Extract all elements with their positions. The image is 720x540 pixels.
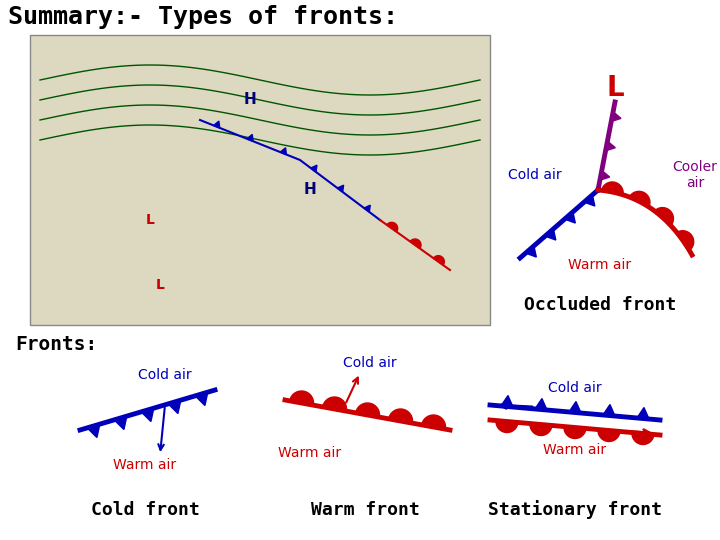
Polygon shape [600, 171, 610, 180]
Text: Cold air: Cold air [508, 168, 562, 182]
Polygon shape [654, 207, 673, 226]
Text: Warm air: Warm air [568, 258, 631, 272]
Text: Cold front: Cold front [91, 501, 199, 519]
Text: Warm air: Warm air [279, 446, 341, 460]
Text: H: H [243, 92, 256, 107]
Text: Cold air: Cold air [548, 381, 602, 395]
Polygon shape [114, 416, 127, 429]
Polygon shape [280, 148, 287, 154]
Polygon shape [564, 212, 575, 223]
Text: Warm air: Warm air [544, 443, 606, 457]
Polygon shape [289, 391, 313, 405]
Polygon shape [87, 424, 100, 437]
Text: Stationary front: Stationary front [488, 501, 662, 519]
Text: Cold air: Cold air [138, 368, 192, 382]
Polygon shape [564, 427, 586, 438]
Polygon shape [323, 397, 346, 411]
Text: L: L [606, 74, 624, 102]
Polygon shape [526, 246, 536, 257]
Polygon shape [569, 402, 581, 413]
Polygon shape [603, 404, 615, 416]
Bar [30, 35, 490, 325]
Polygon shape [311, 165, 317, 172]
Polygon shape [433, 255, 444, 265]
Polygon shape [637, 408, 649, 419]
Polygon shape [545, 229, 556, 240]
Text: L: L [156, 278, 164, 292]
Polygon shape [387, 222, 397, 232]
Polygon shape [141, 408, 154, 422]
Polygon shape [410, 239, 421, 248]
Polygon shape [598, 429, 620, 442]
Text: H: H [304, 183, 316, 198]
Polygon shape [584, 195, 595, 206]
Text: Cooler
air: Cooler air [672, 160, 717, 190]
Polygon shape [356, 403, 379, 417]
Polygon shape [501, 395, 513, 407]
Text: Warm front: Warm front [310, 501, 419, 519]
Polygon shape [496, 421, 518, 433]
Text: Summary:- Types of fronts:: Summary:- Types of fronts: [8, 5, 398, 29]
Polygon shape [629, 191, 650, 207]
Polygon shape [676, 231, 693, 251]
Polygon shape [535, 399, 547, 410]
Polygon shape [338, 185, 343, 192]
Polygon shape [195, 392, 208, 406]
Polygon shape [214, 121, 220, 128]
Polygon shape [247, 134, 253, 141]
Text: Cold air: Cold air [343, 356, 397, 370]
Polygon shape [364, 205, 370, 212]
Polygon shape [168, 400, 181, 414]
Polygon shape [606, 141, 616, 151]
Text: Fronts:: Fronts: [15, 335, 97, 354]
Polygon shape [611, 112, 621, 122]
Text: Warm air: Warm air [114, 458, 176, 472]
Polygon shape [632, 433, 654, 444]
Polygon shape [601, 182, 624, 195]
Text: L: L [145, 213, 154, 227]
Polygon shape [389, 409, 413, 423]
Polygon shape [422, 415, 446, 429]
Polygon shape [530, 423, 552, 435]
Text: Occluded front: Occluded front [524, 296, 676, 314]
